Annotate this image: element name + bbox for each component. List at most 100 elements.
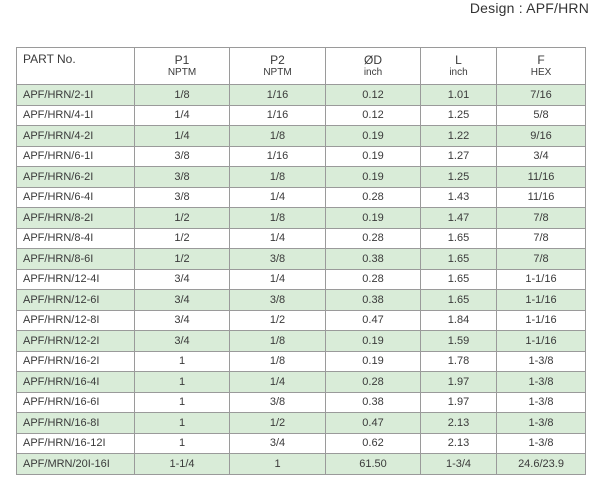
cell-p1: 1: [134, 350, 230, 372]
table-row: APF/HRN/16-12I 1 3/4 0.62 2.13 1-3/8: [16, 432, 586, 454]
cell-diameter: 0.19: [325, 330, 421, 352]
cell-hex: 1-3/8: [496, 412, 586, 434]
design-title: Design : APF/HRN: [469, 0, 589, 16]
table-header-row: PART No. P1 NPTM P2 NPTM ØD inch L inch …: [16, 47, 586, 85]
cell-part-number: APF/HRN/12-8I: [16, 309, 135, 331]
cell-p2: 1/8: [229, 125, 326, 147]
cell-hex: 5/8: [496, 104, 586, 126]
cell-length: 1.25: [420, 166, 497, 188]
cell-p2: 1/4: [229, 371, 326, 393]
cell-part-number: APF/HRN/4-1I: [16, 104, 135, 126]
cell-diameter: 0.28: [325, 186, 421, 208]
cell-diameter: 0.28: [325, 227, 421, 249]
cell-p1: 1: [134, 371, 230, 393]
cell-hex: 1-3/8: [496, 350, 586, 372]
cell-part-number: APF/HRN/12-2I: [16, 330, 135, 352]
cell-p1: 1/4: [134, 104, 230, 126]
header-length: L inch: [420, 47, 497, 85]
cell-length: 1.01: [420, 84, 497, 106]
cell-p1: 3/8: [134, 186, 230, 208]
table-row: APF/HRN/2-1I 1/8 1/16 0.12 1.01 7/16: [16, 84, 586, 106]
cell-part-number: APF/HRN/16-12I: [16, 432, 135, 454]
cell-part-number: APF/HRN/8-2I: [16, 207, 135, 229]
cell-length: 1-3/4: [420, 453, 497, 475]
header-label: ØD: [364, 53, 382, 67]
table-row: APF/HRN/4-1I 1/4 1/16 0.12 1.25 5/8: [16, 104, 586, 126]
table-row: APF/HRN/6-4I 3/8 1/4 0.28 1.43 11/16: [16, 186, 586, 208]
cell-part-number: APF/HRN/16-4I: [16, 371, 135, 393]
table-row: APF/HRN/8-2I 1/2 1/8 0.19 1.47 7/8: [16, 207, 586, 229]
cell-length: 2.13: [420, 432, 497, 454]
cell-length: 1.78: [420, 350, 497, 372]
cell-p1: 1/2: [134, 227, 230, 249]
cell-p2: 1/2: [229, 412, 326, 434]
cell-diameter: 0.62: [325, 432, 421, 454]
cell-hex: 3/4: [496, 145, 586, 167]
table-row: APF/HRN/6-2I 3/8 1/8 0.19 1.25 11/16: [16, 166, 586, 188]
cell-part-number: APF/HRN/2-1I: [16, 84, 135, 106]
header-label: P2: [270, 53, 285, 67]
cell-diameter: 0.47: [325, 309, 421, 331]
cell-length: 1.65: [420, 268, 497, 290]
cell-length: 1.84: [420, 309, 497, 331]
table-body: APF/HRN/2-1I 1/8 1/16 0.12 1.01 7/16 APF/HRN/4…: [16, 84, 586, 475]
cell-p2: 1/4: [229, 268, 326, 290]
cell-hex: 7/16: [496, 84, 586, 106]
cell-p1: 1/2: [134, 248, 230, 270]
cell-diameter: 0.19: [325, 207, 421, 229]
cell-hex: 7/8: [496, 227, 586, 249]
cell-diameter: 0.28: [325, 268, 421, 290]
cell-p1: 1: [134, 391, 230, 413]
cell-p2: 3/4: [229, 432, 326, 454]
cell-p2: 1/4: [229, 227, 326, 249]
cell-p1: 1/4: [134, 125, 230, 147]
cell-part-number: APF/HRN/8-6I: [16, 248, 135, 270]
cell-length: 1.43: [420, 186, 497, 208]
cell-hex: 1-1/16: [496, 268, 586, 290]
cell-hex: 11/16: [496, 186, 586, 208]
cell-part-number: APF/HRN/16-8I: [16, 412, 135, 434]
cell-p2: 3/8: [229, 289, 326, 311]
cell-hex: 9/16: [496, 125, 586, 147]
cell-diameter: 0.19: [325, 350, 421, 372]
cell-length: 2.13: [420, 412, 497, 434]
cell-p2: 1/2: [229, 309, 326, 331]
cell-length: 1.59: [420, 330, 497, 352]
cell-hex: 7/8: [496, 207, 586, 229]
header-label: F: [537, 53, 545, 67]
cell-p1: 1: [134, 432, 230, 454]
cell-p2: 1/16: [229, 104, 326, 126]
cell-length: 1.65: [420, 248, 497, 270]
cell-p2: 3/8: [229, 248, 326, 270]
cell-p1: 1-1/4: [134, 453, 230, 475]
cell-hex: 1-3/8: [496, 432, 586, 454]
cell-p2: 1/8: [229, 207, 326, 229]
cell-diameter: 0.38: [325, 248, 421, 270]
header-label: PART No.: [23, 52, 76, 66]
table-row: APF/HRN/12-6I 3/4 3/8 0.38 1.65 1-1/16: [16, 289, 586, 311]
header-hex: F HEX: [496, 47, 586, 85]
cell-diameter: 0.28: [325, 371, 421, 393]
cell-diameter: 0.12: [325, 104, 421, 126]
cell-p2: 3/8: [229, 391, 326, 413]
cell-p1: 1: [134, 412, 230, 434]
cell-diameter: 0.12: [325, 84, 421, 106]
cell-p1: 3/4: [134, 330, 230, 352]
cell-part-number: APF/HRN/6-2I: [16, 166, 135, 188]
table-row: APF/HRN/6-1I 3/8 1/16 0.19 1.27 3/4: [16, 145, 586, 167]
header-unit: inch: [449, 67, 468, 78]
cell-part-number: APF/HRN/16-2I: [16, 350, 135, 372]
cell-p1: 1/2: [134, 207, 230, 229]
table-row: APF/HRN/8-4I 1/2 1/4 0.28 1.65 7/8: [16, 227, 586, 249]
cell-diameter: 0.38: [325, 289, 421, 311]
header-unit: NPTM: [263, 67, 292, 78]
cell-p1: 3/8: [134, 166, 230, 188]
cell-length: 1.22: [420, 125, 497, 147]
cell-part-number: APF/HRN/12-6I: [16, 289, 135, 311]
table-row: APF/HRN/16-2I 1 1/8 0.19 1.78 1-3/8: [16, 350, 586, 372]
cell-p1: 3/4: [134, 289, 230, 311]
header-label: L: [455, 53, 462, 67]
cell-hex: 1-1/16: [496, 330, 586, 352]
cell-p2: 1: [229, 453, 326, 475]
cell-length: 1.97: [420, 371, 497, 393]
